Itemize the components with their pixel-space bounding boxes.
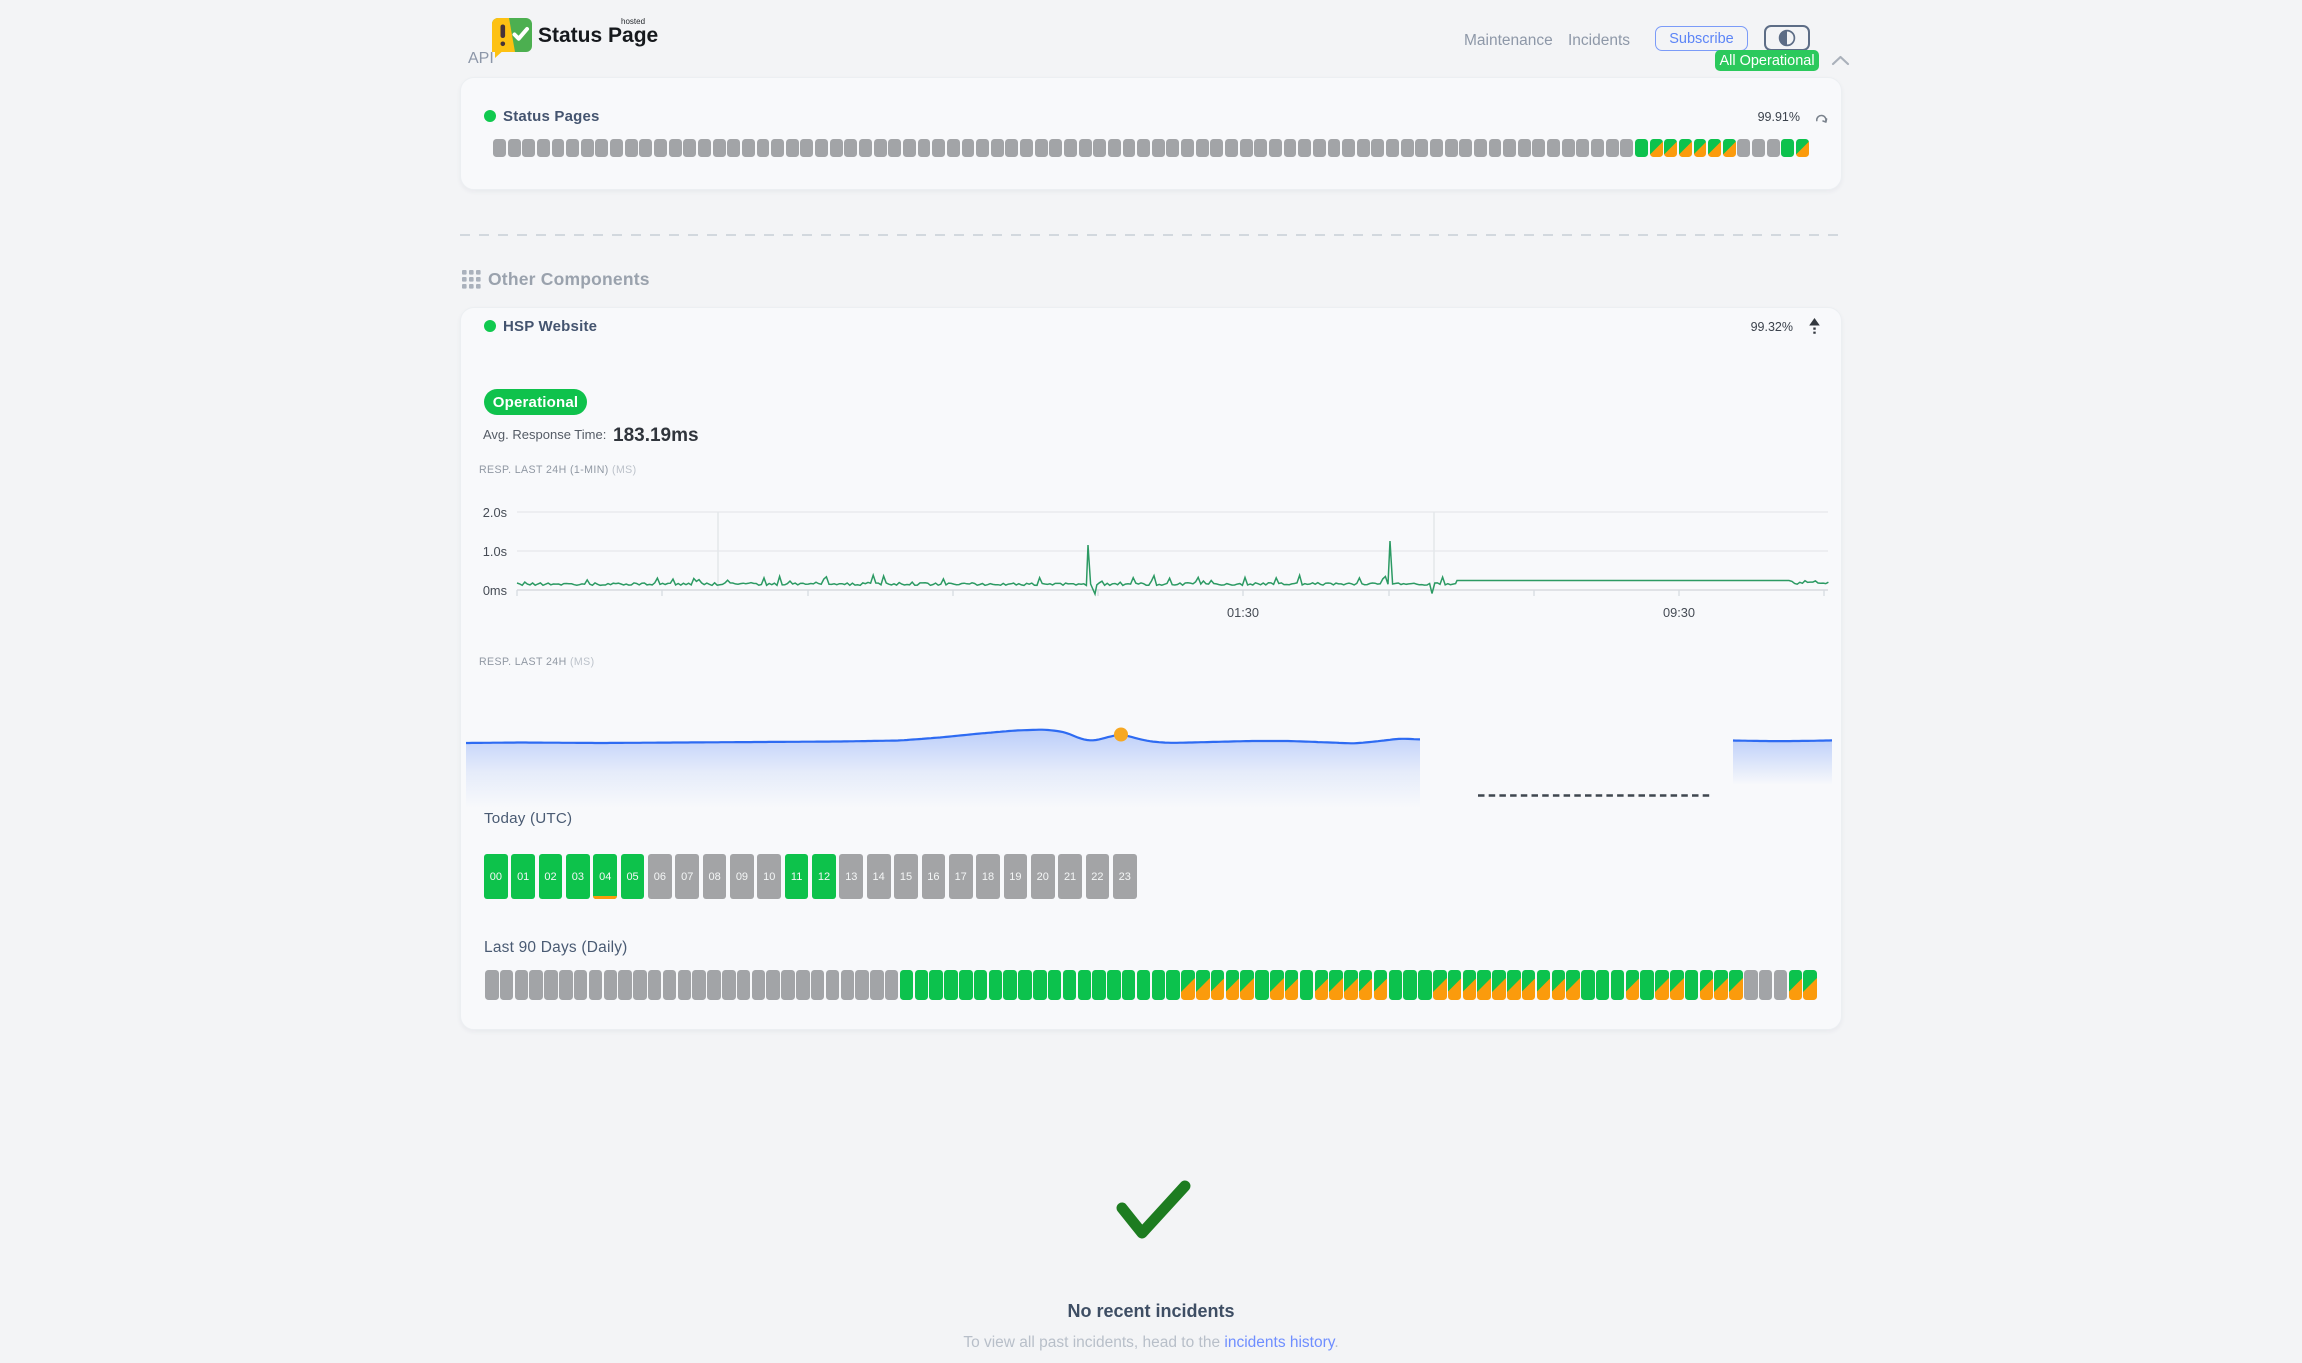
svg-text:01:30: 01:30	[1227, 605, 1259, 620]
svg-text:0ms: 0ms	[483, 583, 507, 598]
svg-text:1.0s: 1.0s	[483, 544, 507, 559]
svg-text:09:30: 09:30	[1663, 605, 1695, 620]
svg-text:2.0s: 2.0s	[483, 505, 507, 520]
